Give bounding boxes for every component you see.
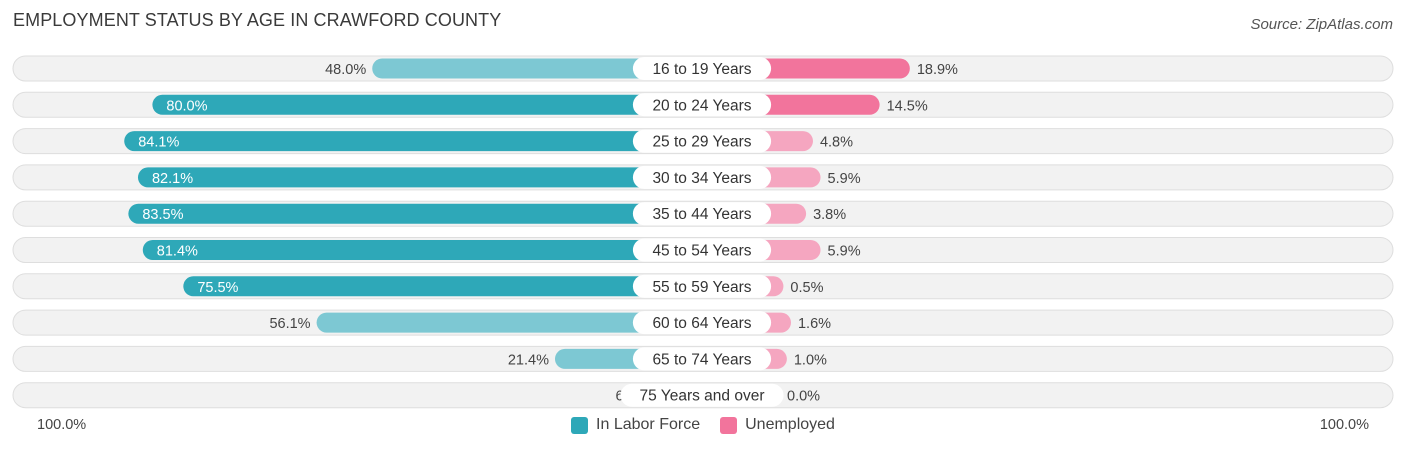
value-label-unemployed: 5.9% [828,171,861,187]
chart-title: EMPLOYMENT STATUS BY AGE IN CRAWFORD COU… [13,10,502,30]
legend: In Labor Force Unemployed [0,416,1406,434]
row-55-to-59-years: 75.5% 0.5% 55 to 59 Years [12,273,1394,300]
value-label-labor: 80.0% [166,98,207,114]
axis-right-label: 100.0% [1319,417,1369,433]
legend-swatch-labor [571,416,589,434]
value-label-unemployed: 14.5% [887,98,928,114]
value-label-unemployed: 0.0% [787,389,820,405]
category-pill [632,347,772,371]
value-label-unemployed: 1.0% [794,352,827,368]
category-pill [632,202,772,226]
legend-label-labor: In Labor Force [596,416,701,433]
category-pill [620,383,784,407]
value-label-labor: 82.1% [152,171,193,187]
bar-labor [124,131,702,152]
category-pill [632,129,772,153]
category-label: 30 to 34 Years [652,170,751,187]
legend-item-labor: In Labor Force [571,416,700,434]
category-pill [632,93,772,117]
bar-labor [142,240,703,260]
bar-labor [372,58,702,79]
bar-labor [183,276,702,297]
category-pill [632,238,772,262]
bar-labor [137,167,702,188]
bar-labor [316,312,702,333]
row-65-to-74-years: 21.4% 1.0% 65 to 74 Years [12,345,1394,372]
row-60-to-64-years: 56.1% 1.6% 60 to 64 Years [12,309,1394,336]
category-label: 20 to 24 Years [652,97,751,114]
category-pill [632,57,772,80]
category-label: 35 to 44 Years [652,206,751,223]
bar-labor [128,203,703,224]
legend-label-unemployed: Unemployed [745,416,835,433]
category-pill [632,311,772,335]
category-label: 45 to 54 Years [652,243,751,260]
value-label-labor: 81.4% [157,244,198,260]
value-label-labor: 48.0% [325,62,366,78]
legend-item-unemployed: Unemployed [720,416,835,434]
category-label: 75 Years and over [640,388,765,405]
category-label: 55 to 59 Years [652,279,751,296]
value-label-labor: 84.1% [138,135,179,151]
value-label-labor: 75.5% [197,280,238,296]
value-label-labor: 21.4% [508,352,549,368]
source-label: Source: ZipAtlas.com [1250,16,1393,33]
row-16-to-19-years: 48.0% 18.9% 16 to 19 Years [12,55,1394,82]
value-label-labor: 83.5% [142,207,183,223]
axis-left-label: 100.0% [37,417,87,433]
value-label-unemployed: 3.8% [813,207,846,223]
category-label: 16 to 19 Years [652,61,751,78]
bar-labor [152,94,702,115]
row-35-to-44-years: 83.5% 3.8% 35 to 44 Years [12,200,1394,227]
category-pill [632,165,772,189]
row-75-years-and-over: 6.9%0.0%75 Years and over [12,382,1394,409]
category-label: 65 to 74 Years [652,351,751,368]
chart: 48.0% 18.9% 16 to 19 Years 80.0% 14.5% 20 to … [12,55,1394,409]
value-label-unemployed: 5.9% [828,244,861,260]
value-label-unemployed: 4.8% [820,135,853,151]
category-pill [632,274,772,298]
row-30-to-34-years: 82.1% 5.9% 30 to 34 Years [12,164,1394,191]
value-label-unemployed: 0.5% [790,280,823,296]
value-label-unemployed: 18.9% [917,62,958,78]
row-20-to-24-years: 80.0% 14.5% 20 to 24 Years [12,91,1394,118]
row-25-to-29-years: 84.1% 4.8% 25 to 29 Years [12,128,1394,155]
legend-swatch-unemployed [720,416,738,434]
category-label: 60 to 64 Years [652,315,751,332]
row-45-to-54-years: 81.4% 5.9% 45 to 54 Years [12,237,1394,263]
value-label-unemployed: 1.6% [798,316,831,332]
category-label: 25 to 29 Years [652,134,751,151]
value-label-labor: 56.1% [269,316,310,332]
